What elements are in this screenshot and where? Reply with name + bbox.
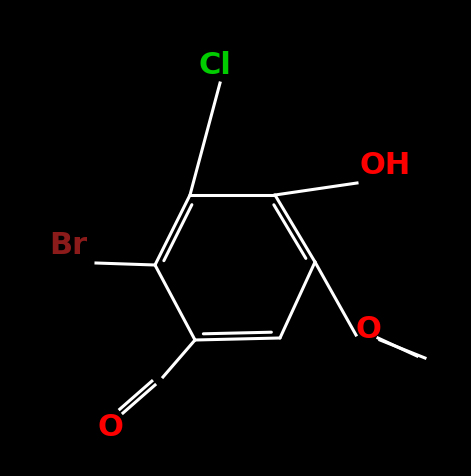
Text: Br: Br: [49, 230, 87, 259]
Text: OH: OH: [359, 150, 411, 179]
Text: O: O: [97, 414, 123, 443]
Text: O: O: [355, 316, 381, 345]
Text: Cl: Cl: [199, 50, 231, 79]
